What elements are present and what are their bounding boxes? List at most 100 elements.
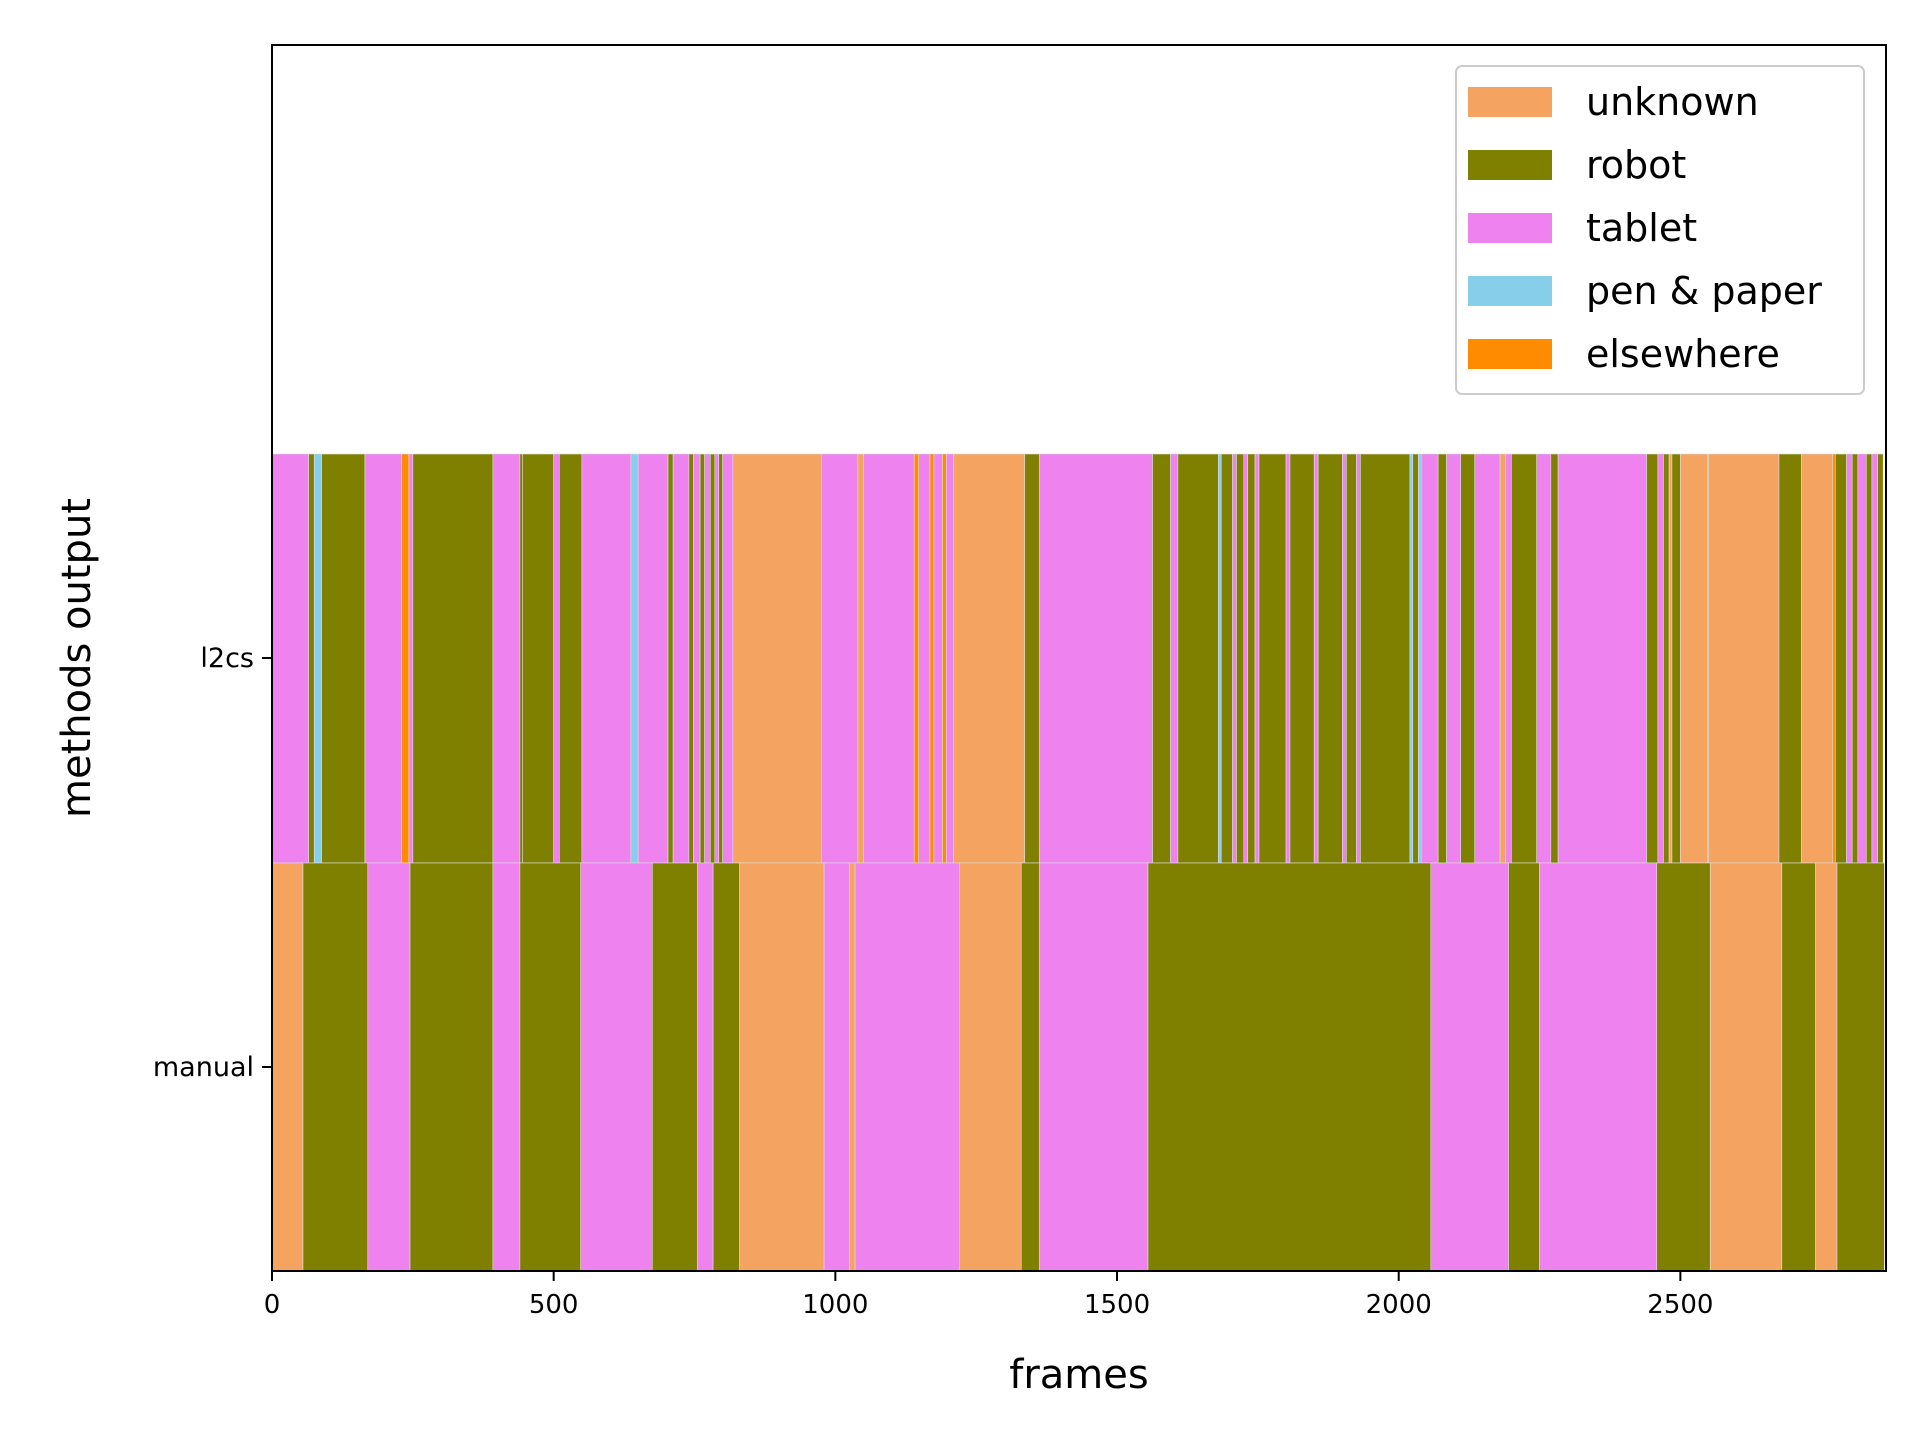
y-tick-label-l2cs: l2cs bbox=[200, 643, 254, 674]
segment-l2cs-17 bbox=[672, 453, 690, 864]
segment-manual-21 bbox=[1656, 862, 1711, 1272]
segment-l2cs-35 bbox=[946, 453, 954, 864]
segment-manual-16 bbox=[1038, 862, 1149, 1272]
segment-l2cs-42 bbox=[1218, 453, 1222, 864]
segment-l2cs-14 bbox=[630, 453, 639, 864]
segment-l2cs-0 bbox=[271, 453, 309, 864]
segment-l2cs-85 bbox=[1851, 453, 1859, 864]
segment-l2cs-30 bbox=[913, 453, 920, 864]
segment-l2cs-81 bbox=[1801, 453, 1833, 864]
legend-label-1: robot bbox=[1586, 143, 1686, 187]
x-axis-ticks: 0 500 1000 1500 2000 2500 bbox=[264, 1271, 1713, 1320]
segment-l2cs-71 bbox=[1557, 453, 1647, 864]
segment-manual-19 bbox=[1508, 862, 1540, 1272]
y-axis-title: methods output bbox=[54, 498, 100, 818]
segment-l2cs-12 bbox=[559, 453, 583, 864]
segment-l2cs-23 bbox=[714, 453, 720, 864]
segment-l2cs-63 bbox=[1446, 453, 1461, 864]
legend-label-2: tablet bbox=[1586, 206, 1697, 250]
segment-l2cs-31 bbox=[918, 453, 931, 864]
segment-l2cs-56 bbox=[1356, 453, 1361, 864]
segment-l2cs-77 bbox=[1680, 453, 1708, 864]
segment-l2cs-51 bbox=[1289, 453, 1315, 864]
segment-l2cs-16 bbox=[667, 453, 674, 864]
segment-l2cs-50 bbox=[1285, 453, 1291, 864]
segment-l2cs-84 bbox=[1846, 453, 1853, 864]
segment-l2cs-86 bbox=[1857, 453, 1867, 864]
segment-manual-15 bbox=[1020, 862, 1040, 1272]
segment-manual-23 bbox=[1781, 862, 1816, 1272]
x-tick-label-5: 2500 bbox=[1647, 1290, 1713, 1320]
x-tick-label-3: 1500 bbox=[1084, 1290, 1150, 1320]
segment-manual-8 bbox=[697, 862, 714, 1272]
segment-l2cs-11 bbox=[553, 453, 560, 864]
plot-rows bbox=[271, 453, 1885, 1272]
segment-l2cs-13 bbox=[581, 453, 632, 864]
segment-manual-20 bbox=[1539, 862, 1658, 1272]
segment-l2cs-38 bbox=[1038, 453, 1153, 864]
x-tick-label-0: 0 bbox=[264, 1290, 281, 1320]
segment-l2cs-34 bbox=[942, 453, 947, 864]
segment-manual-24 bbox=[1815, 862, 1838, 1272]
segment-l2cs-32 bbox=[929, 453, 935, 864]
segment-l2cs-62 bbox=[1437, 453, 1447, 864]
segment-l2cs-41 bbox=[1177, 453, 1219, 864]
segment-l2cs-69 bbox=[1536, 453, 1552, 864]
segment-manual-12 bbox=[849, 862, 856, 1272]
segment-l2cs-73 bbox=[1657, 453, 1664, 864]
legend-swatch-0 bbox=[1468, 87, 1552, 117]
segment-l2cs-26 bbox=[732, 453, 822, 864]
segment-manual-10 bbox=[739, 862, 825, 1272]
x-tick-label-2: 1000 bbox=[802, 1290, 868, 1320]
segment-l2cs-43 bbox=[1220, 453, 1233, 864]
segment-l2cs-60 bbox=[1418, 453, 1422, 864]
segment-l2cs-40 bbox=[1170, 453, 1179, 864]
legend-label-0: unknown bbox=[1586, 80, 1759, 124]
legend-swatch-3 bbox=[1468, 276, 1552, 306]
segment-l2cs-74 bbox=[1663, 453, 1670, 864]
segment-manual-25 bbox=[1836, 862, 1885, 1272]
segment-l2cs-2 bbox=[313, 453, 322, 864]
segment-l2cs-79 bbox=[1708, 453, 1780, 864]
segment-l2cs-61 bbox=[1420, 453, 1439, 864]
segment-l2cs-19 bbox=[693, 453, 701, 864]
segment-manual-9 bbox=[712, 862, 740, 1272]
segment-manual-6 bbox=[580, 862, 653, 1272]
segment-l2cs-5 bbox=[401, 453, 410, 864]
segment-l2cs-70 bbox=[1550, 453, 1559, 864]
segment-l2cs-83 bbox=[1835, 453, 1847, 864]
segment-l2cs-36 bbox=[953, 453, 1025, 864]
segment-l2cs-7 bbox=[412, 453, 494, 864]
segment-manual-5 bbox=[519, 862, 582, 1272]
x-tick-label-1: 500 bbox=[529, 1290, 579, 1320]
segment-manual-14 bbox=[958, 862, 1022, 1272]
x-tick-label-4: 2000 bbox=[1366, 1290, 1432, 1320]
segment-l2cs-58 bbox=[1409, 453, 1414, 864]
segment-l2cs-44 bbox=[1232, 453, 1237, 864]
segment-l2cs-82 bbox=[1832, 453, 1836, 864]
segment-l2cs-1 bbox=[308, 453, 315, 864]
segment-l2cs-27 bbox=[820, 453, 859, 864]
segment-l2cs-87 bbox=[1865, 453, 1873, 864]
legend-swatch-4 bbox=[1468, 339, 1552, 369]
segment-manual-4 bbox=[492, 862, 521, 1272]
segment-l2cs-55 bbox=[1346, 453, 1357, 864]
segment-l2cs-88 bbox=[1871, 453, 1878, 864]
row-manual bbox=[271, 862, 1885, 1272]
row-l2cs bbox=[271, 453, 1884, 864]
segment-manual-13 bbox=[854, 862, 960, 1272]
segment-l2cs-76 bbox=[1671, 453, 1681, 864]
segment-l2cs-8 bbox=[492, 453, 521, 864]
segment-l2cs-75 bbox=[1668, 453, 1673, 864]
segment-manual-17 bbox=[1147, 862, 1432, 1272]
legend: unknown robot tablet pen & paper elsewhere bbox=[1455, 65, 1865, 395]
segment-l2cs-3 bbox=[321, 453, 366, 864]
legend-box bbox=[1455, 65, 1865, 395]
segment-l2cs-10 bbox=[522, 453, 554, 864]
segment-manual-2 bbox=[367, 862, 411, 1272]
segment-l2cs-6 bbox=[408, 453, 414, 864]
segment-l2cs-24 bbox=[718, 453, 723, 864]
segment-l2cs-67 bbox=[1505, 453, 1512, 864]
segment-l2cs-4 bbox=[364, 453, 402, 864]
